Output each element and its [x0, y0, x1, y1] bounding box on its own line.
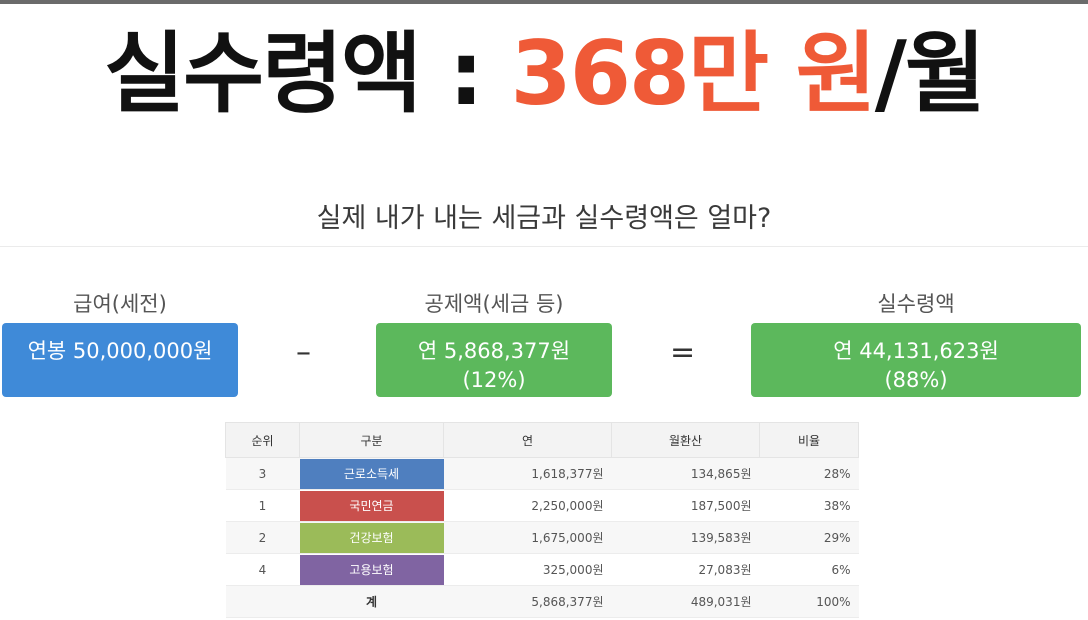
total-label: 계	[299, 585, 444, 618]
headline-amount: 368만 원	[510, 22, 876, 125]
deduction-amount: 연 5,868,377원	[417, 339, 571, 363]
header-category: 구분	[299, 422, 444, 458]
monthly-cell: 27,083원	[611, 553, 760, 586]
gross-box: 연봉 50,000,000원	[2, 323, 238, 397]
gross-label: 급여(세전)	[73, 292, 167, 316]
headline-prefix: 실수령액 :	[104, 22, 511, 125]
minus-operator: –	[296, 335, 311, 370]
deduction-label: 공제액(세금 등)	[424, 292, 564, 316]
total-ratio: 100%	[759, 585, 859, 618]
headline-suffix: /월	[874, 22, 986, 125]
total-blank	[225, 585, 300, 618]
annual-cell: 1,675,000원	[443, 521, 612, 554]
rank-cell: 1	[225, 489, 300, 522]
top-border	[0, 0, 1088, 4]
ratio-cell: 38%	[759, 489, 859, 522]
header-ratio: 비율	[759, 422, 859, 458]
table-row: 3 근로소득세 1,618,377원 134,865원 28%	[225, 457, 859, 490]
table-row: 4 고용보험 325,000원 27,083원 6%	[225, 553, 859, 586]
total-annual: 5,868,377원	[443, 585, 612, 618]
header-annual: 연	[443, 422, 612, 458]
table-header-row: 순위 구분 연 월환산 비율	[225, 422, 859, 458]
table-row: 1 국민연금 2,250,000원 187,500원 38%	[225, 489, 859, 522]
category-badge: 국민연금	[299, 490, 444, 521]
table-row: 2 건강보험 1,675,000원 139,583원 29%	[225, 521, 859, 554]
table-total-row: 계 5,868,377원 489,031원 100%	[225, 585, 859, 618]
equals-operator: =	[670, 335, 696, 370]
annual-cell: 1,618,377원	[443, 457, 612, 490]
headline: 실수령액 : 368만 원/월	[0, 14, 1088, 134]
ratio-cell: 29%	[759, 521, 859, 554]
net-amount: 연 44,131,623원	[833, 339, 999, 363]
divider	[0, 246, 1088, 247]
monthly-cell: 139,583원	[611, 521, 760, 554]
net-percent: (88%)	[884, 368, 948, 392]
category-badge: 근로소득세	[299, 458, 444, 489]
deduction-table: 순위 구분 연 월환산 비율 3 근로소득세 1,618,377원 134,86…	[225, 422, 859, 618]
ratio-cell: 6%	[759, 553, 859, 586]
net-label: 실수령액	[877, 292, 955, 316]
total-monthly: 489,031원	[611, 585, 760, 618]
category-cell: 국민연금	[299, 489, 444, 522]
category-cell: 고용보험	[299, 553, 444, 586]
category-cell: 건강보험	[299, 521, 444, 554]
monthly-cell: 134,865원	[611, 457, 760, 490]
gross-amount: 연봉 50,000,000원	[27, 339, 213, 363]
header-rank: 순위	[225, 422, 300, 458]
deduction-box: 연 5,868,377원 (12%)	[376, 323, 612, 397]
header-monthly: 월환산	[611, 422, 760, 458]
net-box: 연 44,131,623원 (88%)	[751, 323, 1081, 397]
annual-cell: 325,000원	[443, 553, 612, 586]
category-badge: 건강보험	[299, 522, 444, 553]
rank-cell: 2	[225, 521, 300, 554]
monthly-cell: 187,500원	[611, 489, 760, 522]
deduction-percent: (12%)	[462, 368, 526, 392]
category-cell: 근로소득세	[299, 457, 444, 490]
annual-cell: 2,250,000원	[443, 489, 612, 522]
category-badge: 고용보험	[299, 554, 444, 585]
rank-cell: 3	[225, 457, 300, 490]
rank-cell: 4	[225, 553, 300, 586]
ratio-cell: 28%	[759, 457, 859, 490]
subtitle: 실제 내가 내는 세금과 실수령액은 얼마?	[316, 203, 772, 234]
